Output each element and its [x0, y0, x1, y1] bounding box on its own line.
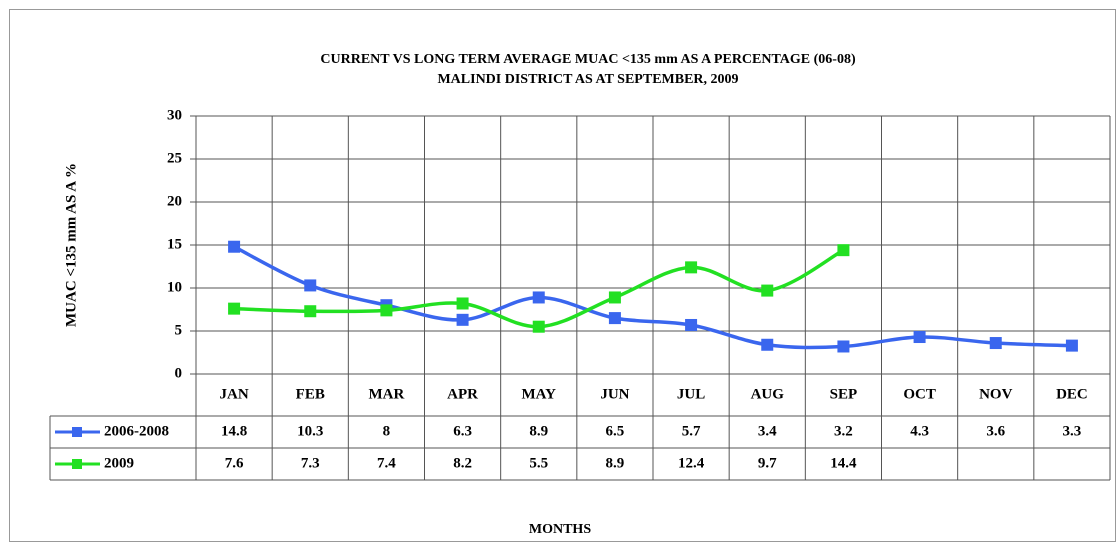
- table-value: 14.4: [830, 455, 857, 471]
- x-tick-label: MAR: [369, 386, 405, 402]
- point-marker: [761, 338, 774, 351]
- table-value: 4.3: [910, 423, 929, 439]
- y-tick-label: 30: [167, 107, 182, 123]
- point-marker: [532, 320, 545, 333]
- table-value: 7.4: [377, 455, 396, 471]
- legend-label: 2009: [104, 455, 134, 471]
- point-marker: [608, 312, 621, 325]
- point-marker: [685, 318, 698, 331]
- x-tick-label: FEB: [296, 386, 325, 402]
- point-marker: [837, 340, 850, 353]
- x-tick-label: MAY: [522, 386, 557, 402]
- table-value: 9.7: [758, 455, 777, 471]
- table-value: 10.3: [297, 423, 323, 439]
- point-marker: [685, 261, 698, 274]
- point-marker: [837, 244, 850, 257]
- y-tick-label: 10: [167, 279, 182, 295]
- y-axis-label: MUAC <135 mm AS A %: [63, 163, 79, 327]
- table-value: 6.3: [453, 423, 472, 439]
- chart-title: CURRENT VS LONG TERM AVERAGE MUAC <135 m…: [320, 52, 856, 67]
- point-marker: [532, 291, 545, 304]
- point-marker: [304, 279, 317, 292]
- point-marker: [228, 240, 241, 253]
- y-tick-label: 0: [175, 365, 183, 381]
- point-marker: [761, 284, 774, 297]
- point-marker: [304, 305, 317, 318]
- table-value: 8.9: [529, 423, 548, 439]
- table-value: 3.6: [986, 423, 1005, 439]
- table-value: 14.8: [221, 423, 247, 439]
- legend-label: 2006-2008: [104, 423, 169, 439]
- y-tick-label: 15: [167, 236, 182, 252]
- x-tick-label: NOV: [979, 386, 1013, 402]
- table-value: 5.5: [529, 455, 548, 471]
- table-value: 6.5: [606, 423, 625, 439]
- x-tick-label: JUL: [677, 386, 705, 402]
- table-value: 8: [383, 423, 391, 439]
- y-tick-label: 25: [167, 150, 182, 166]
- x-tick-label: SEP: [830, 386, 858, 402]
- x-tick-label: DEC: [1056, 386, 1088, 402]
- point-marker: [913, 331, 926, 344]
- x-tick-label: AUG: [751, 386, 785, 402]
- table-value: 8.2: [453, 455, 472, 471]
- x-tick-label: APR: [447, 386, 478, 402]
- y-tick-label: 20: [167, 193, 182, 209]
- point-marker: [1065, 339, 1078, 352]
- chart-subtitle: MALINDI DISTRICT AS AT SEPTEMBER, 2009: [437, 72, 738, 87]
- chart-border: [9, 9, 1116, 542]
- point-marker: [456, 313, 469, 326]
- x-tick-label: OCT: [903, 386, 936, 402]
- table-value: 3.4: [758, 423, 777, 439]
- x-tick-label: JUN: [600, 386, 629, 402]
- legend-marker: [72, 427, 82, 437]
- table-value: 3.2: [834, 423, 853, 439]
- point-marker: [608, 291, 621, 304]
- legend-marker: [72, 459, 82, 469]
- point-marker: [380, 304, 393, 317]
- table-value: 3.3: [1063, 423, 1082, 439]
- point-marker: [456, 297, 469, 310]
- table-value: 7.3: [301, 455, 320, 471]
- table-value: 7.6: [225, 455, 244, 471]
- table-value: 12.4: [678, 455, 705, 471]
- table-value: 5.7: [682, 423, 701, 439]
- x-axis-label: MONTHS: [529, 522, 591, 537]
- y-tick-label: 5: [175, 322, 183, 338]
- x-tick-label: JAN: [219, 386, 248, 402]
- table-value: 8.9: [606, 455, 625, 471]
- point-marker: [228, 302, 241, 315]
- point-marker: [989, 337, 1002, 350]
